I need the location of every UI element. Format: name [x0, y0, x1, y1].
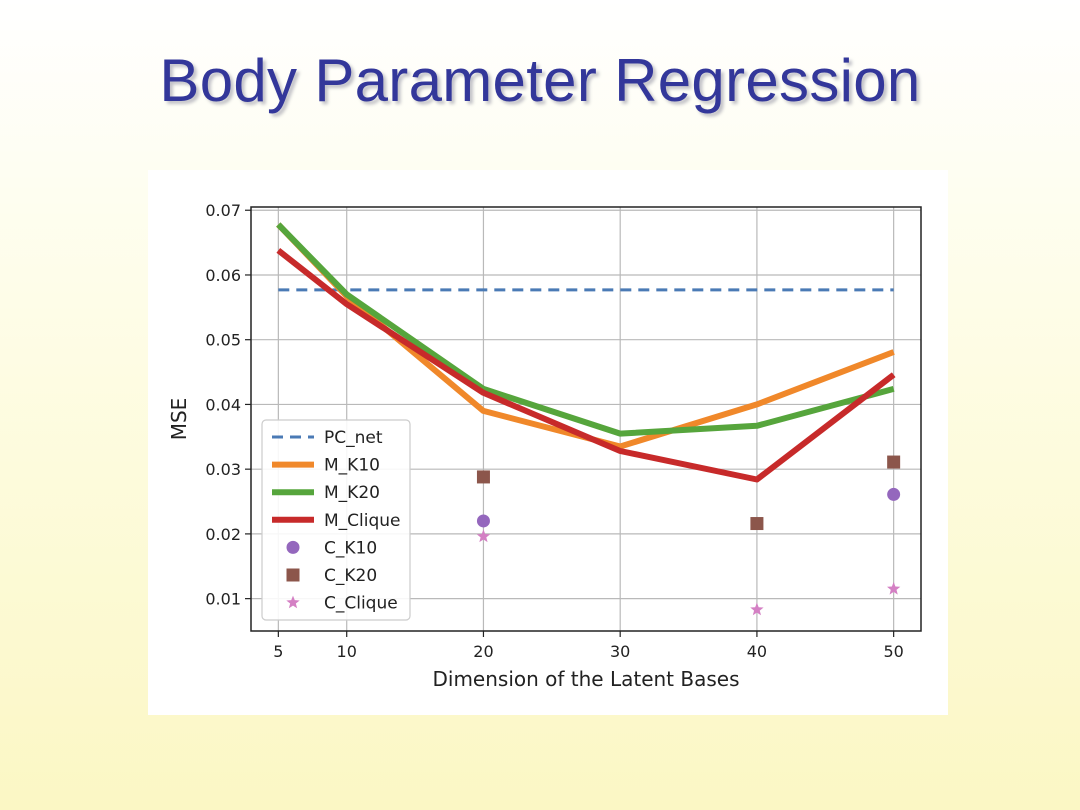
x-tick-label: 30 — [610, 642, 630, 661]
chart-figure: 5 10 20 30 40 50 0.01 0.02 0.03 0.04 0.05 0.06 0.07 D… — [148, 170, 948, 715]
legend-label-c-k20: C_K20 — [324, 566, 377, 586]
data-point-c-clique — [887, 581, 901, 595]
legend-swatch-c-k20 — [286, 568, 300, 582]
plot-frame — [250, 206, 922, 632]
y-tick-label: 0.06 — [205, 266, 241, 285]
y-axis-label: MSE — [167, 398, 191, 441]
data-point-c-k20 — [476, 470, 490, 484]
y-tick-label: 0.04 — [205, 395, 241, 414]
x-axis-label: Dimension of the Latent Bases — [432, 667, 739, 691]
y-tick-label: 0.05 — [205, 331, 241, 350]
data-point-c-clique — [750, 602, 764, 616]
legend-label-m-clique: M_Clique — [324, 511, 401, 531]
series-line-m-clique — [276, 248, 896, 483]
legend-label-m-k20: M_K20 — [324, 483, 380, 503]
legend-swatch-c-k10 — [286, 540, 300, 554]
x-tick-label: 50 — [883, 642, 903, 661]
x-tick-label: 10 — [337, 642, 357, 661]
y-tick-label: 0.02 — [205, 525, 241, 544]
series-line-m-k20 — [276, 222, 895, 437]
mse-chart: 5 10 20 30 40 50 0.01 0.02 0.03 0.04 0.05 0.06 0.07 D… — [167, 201, 922, 691]
data-point-c-k10 — [476, 514, 490, 528]
y-tick-label: 0.01 — [205, 590, 241, 609]
legend-label-pc-net: PC_net — [324, 428, 383, 448]
slide-title: Body Parameter Regression — [159, 47, 921, 114]
x-tick-label: 40 — [747, 642, 767, 661]
data-point-c-k10 — [887, 487, 901, 501]
data-point-c-k20 — [887, 455, 901, 469]
x-tick-label: 20 — [473, 642, 493, 661]
x-tick-label: 5 — [273, 642, 283, 661]
legend-label-c-k10: C_K10 — [324, 538, 377, 558]
data-point-c-k20 — [750, 517, 764, 531]
y-tick-label: 0.03 — [205, 460, 241, 479]
legend-label-m-k10: M_K10 — [324, 456, 380, 476]
y-tick-label: 0.07 — [205, 201, 241, 220]
legend-swatch-c-clique — [286, 595, 300, 609]
data-point-c-clique — [476, 529, 491, 543]
legend-label-c-clique: C_Clique — [324, 594, 398, 614]
